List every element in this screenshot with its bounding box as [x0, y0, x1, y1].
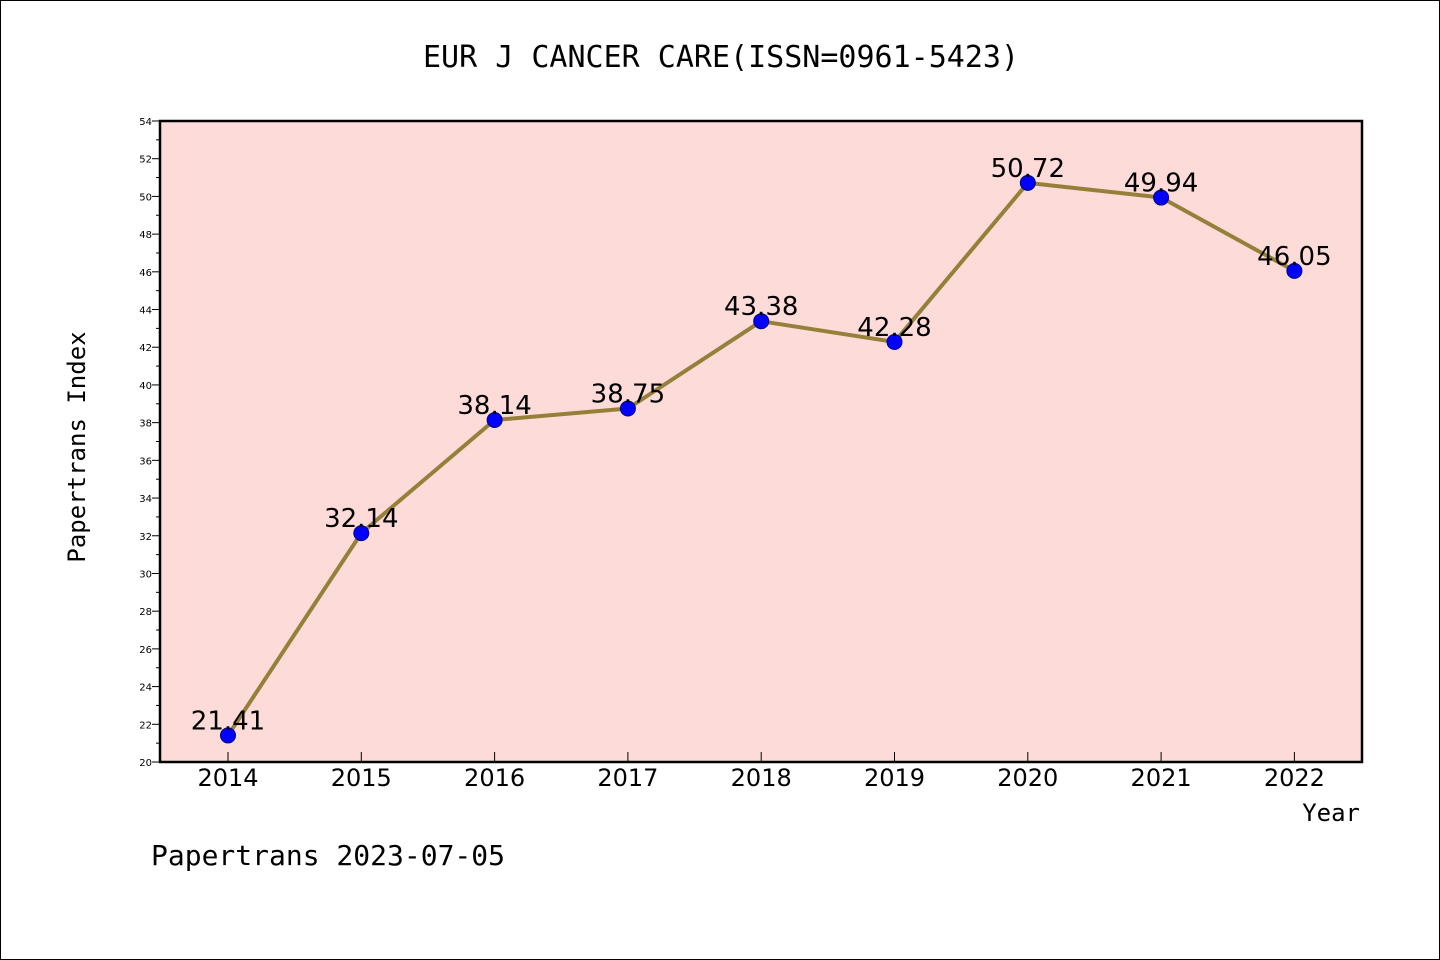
y-axis: 20 22 24 26 28 30 32 34 36 38 40 42 44 46 48 50 52 54 — [139, 117, 160, 769]
data-label: 49.94 — [1124, 169, 1198, 199]
y-tick-label: 44 — [139, 306, 152, 317]
chart-title: EUR J CANCER CARE(ISSN=0961-5423) — [423, 40, 1019, 75]
data-label: 50.72 — [991, 154, 1065, 184]
x-tick-label: 2015 — [331, 764, 392, 792]
y-tick-label: 40 — [139, 381, 152, 392]
y-tick-label: 38 — [139, 419, 152, 430]
data-point — [1286, 262, 1303, 279]
data-label: 46.05 — [1257, 242, 1331, 272]
x-tick-label: 2016 — [464, 764, 525, 792]
data-point — [220, 727, 236, 744]
x-tick-label: 2022 — [1264, 764, 1325, 792]
data-point — [753, 313, 770, 330]
y-tick-label: 52 — [139, 155, 152, 166]
y-tick-label: 50 — [139, 192, 152, 203]
data-point — [619, 400, 636, 417]
x-tick-label: 2014 — [197, 764, 258, 792]
y-tick-label: 34 — [139, 494, 152, 505]
series-layer: 21.41 32.14 38.14 38.75 43.38 42.28 50.72 49.94… — [191, 154, 1332, 744]
data-label: 38.75 — [591, 380, 665, 410]
data-point — [1019, 174, 1036, 191]
y-tick-label: 24 — [139, 683, 152, 694]
data-label: 32.14 — [324, 504, 398, 534]
y-tick-label: 26 — [139, 645, 152, 656]
x-tick-label: 2019 — [864, 764, 925, 792]
y-axis-label: Papertrans Index — [63, 331, 91, 562]
data-point — [353, 525, 370, 542]
x-tick-label: 2017 — [597, 764, 658, 792]
y-tick-label: 46 — [139, 268, 152, 279]
data-point — [486, 412, 503, 429]
x-axis: 2014 2015 2016 2017 2018 2019 2020 2021 2022 — [197, 752, 1325, 792]
y-tick-label: 20 — [139, 758, 152, 769]
y-tick-label: 42 — [139, 343, 152, 354]
y-tick-label: 32 — [139, 532, 152, 543]
y-tick-label: 54 — [139, 117, 152, 128]
x-axis-label: Year — [1302, 799, 1360, 827]
data-label: 21.41 — [191, 706, 265, 736]
y-tick-label: 28 — [139, 607, 152, 618]
y-tick-label: 30 — [139, 569, 152, 580]
data-point — [1153, 189, 1170, 206]
data-label: 43.38 — [724, 292, 798, 322]
x-tick-label: 2021 — [1131, 764, 1192, 792]
y-tick-label: 22 — [139, 720, 152, 731]
x-tick-label: 2020 — [997, 764, 1058, 792]
plot-area — [158, 119, 1364, 764]
y-tick-label: 36 — [139, 456, 152, 467]
data-point — [886, 333, 903, 350]
y-tick-label: 48 — [139, 230, 152, 241]
watermark-text: Papertrans 2023-07-05 — [151, 839, 505, 872]
x-tick-label: 2018 — [731, 764, 792, 792]
data-label: 42.28 — [857, 313, 931, 343]
data-label: 38.14 — [457, 391, 531, 421]
